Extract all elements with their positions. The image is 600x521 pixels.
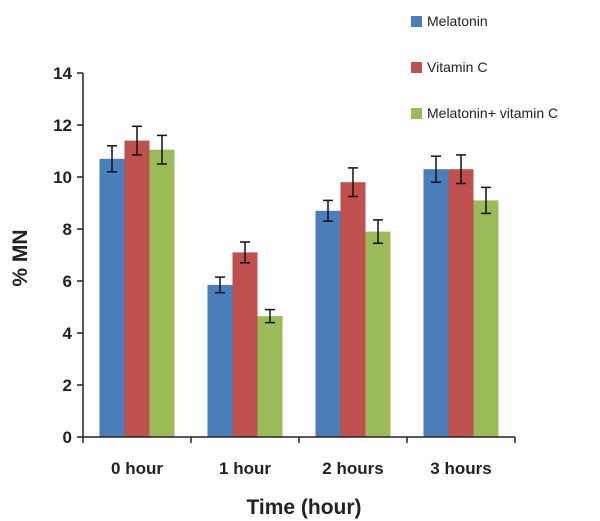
- x-axis-ticks: 0 hour 1 hour 2 hours 3 hours: [82, 437, 516, 478]
- bar: [257, 316, 283, 437]
- y-tick-label: 14: [53, 64, 72, 83]
- bar: [340, 182, 366, 437]
- x-tick-label: 2 hours: [322, 459, 383, 478]
- plot-area: [99, 125, 499, 438]
- legend-swatch: [411, 16, 422, 27]
- y-tick-label: 8: [63, 220, 72, 239]
- legend-label: Melatonin+ vitamin C: [427, 105, 558, 121]
- legend-swatch: [411, 62, 422, 73]
- y-tick-label: 4: [63, 324, 73, 343]
- bar: [473, 200, 499, 437]
- bar: [149, 149, 175, 437]
- bar: [232, 252, 258, 437]
- x-axis-title: Time (hour): [246, 496, 361, 519]
- legend-label: Vitamin C: [427, 59, 487, 75]
- y-axis-title: % MN: [9, 229, 32, 286]
- y-axis-ticks: 0 2 4 6 8 10 12 14: [53, 64, 83, 447]
- bar: [448, 169, 474, 437]
- x-tick-label: 0 hour: [111, 459, 163, 478]
- bar: [207, 284, 233, 437]
- bar: [124, 140, 150, 437]
- y-tick-label: 10: [53, 168, 72, 187]
- legend-label: Melatonin: [427, 13, 488, 29]
- bar: [365, 231, 391, 437]
- legend-swatch: [411, 108, 422, 119]
- bar: [99, 158, 125, 438]
- bar: [315, 210, 341, 437]
- y-tick-label: 2: [63, 376, 72, 395]
- y-tick-label: 0: [63, 428, 72, 447]
- x-tick-label: 1 hour: [219, 459, 271, 478]
- x-tick-label: 3 hours: [430, 459, 491, 478]
- legend: Melatonin Vitamin C Melatonin+ vitamin C: [411, 13, 558, 121]
- bar: [423, 169, 449, 437]
- y-tick-label: 6: [63, 272, 72, 291]
- y-tick-label: 12: [53, 116, 72, 135]
